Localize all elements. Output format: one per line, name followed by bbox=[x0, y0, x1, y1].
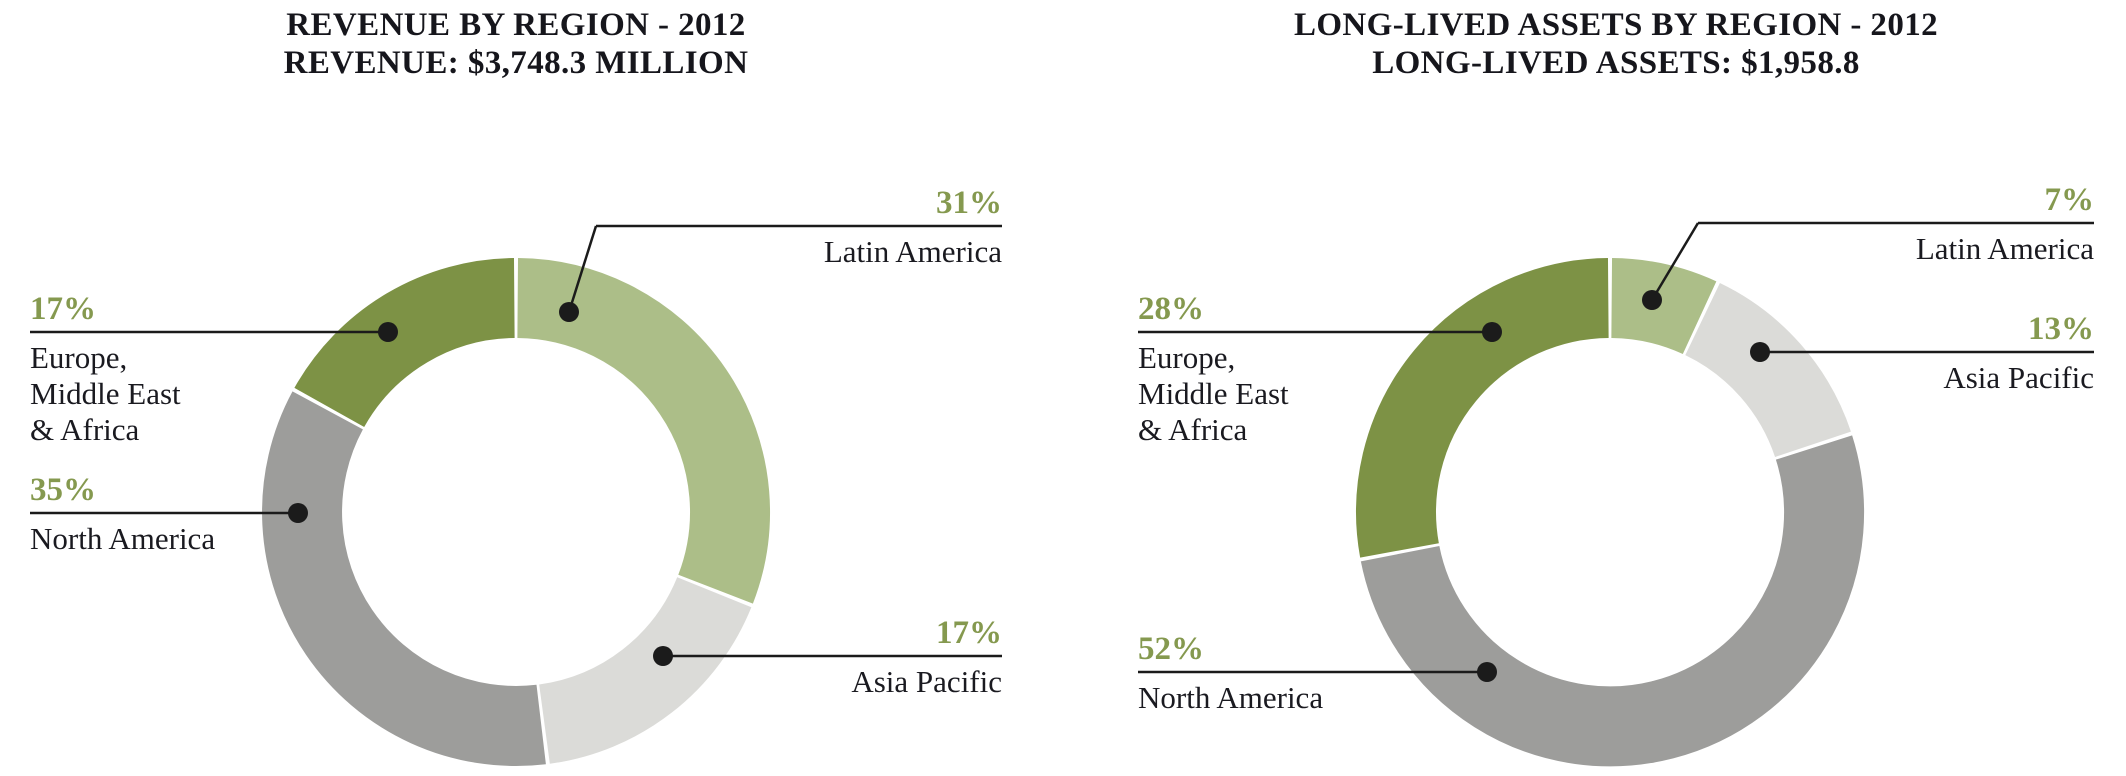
percent-label-asia-pacific: 17% bbox=[936, 615, 1002, 651]
leader-dot-europe-middle-east-africa bbox=[1482, 322, 1502, 342]
leader-dot-asia-pacific bbox=[653, 646, 673, 666]
percent-label-north-america: 35% bbox=[30, 472, 96, 508]
region-label-asia-pacific: Asia Pacific bbox=[1734, 360, 2094, 396]
donut-segment-europe-middle-east-africa bbox=[294, 258, 516, 428]
region-label-line: Latin America bbox=[1915, 231, 2094, 266]
left-chart-title: REVENUE BY REGION - 2012 bbox=[286, 7, 746, 43]
donut-segment-north-america bbox=[1360, 435, 1864, 767]
leader-dot-latin-america bbox=[1642, 290, 1662, 310]
leader-dot-europe-middle-east-africa bbox=[378, 322, 398, 342]
region-label-line: & Africa bbox=[1138, 412, 1248, 447]
region-label-line: North America bbox=[30, 521, 216, 556]
region-label-latin-america: Latin America bbox=[1734, 231, 2094, 267]
leader-dot-latin-america bbox=[559, 302, 579, 322]
left-chart-subtitle: REVENUE: $3,748.3 MILLION bbox=[283, 45, 749, 81]
region-label-asia-pacific: Asia Pacific bbox=[642, 664, 1002, 700]
leader-dot-north-america bbox=[288, 503, 308, 523]
region-label-line: & Africa bbox=[30, 412, 140, 447]
donut-segment-asia-pacific bbox=[1684, 283, 1851, 458]
leader-elbow-latin-america bbox=[1650, 222, 1700, 301]
percent-label-north-america: 52% bbox=[1138, 631, 1204, 667]
region-label-line: Middle East bbox=[30, 376, 181, 411]
percent-label-europe-middle-east-africa: 28% bbox=[1138, 291, 1204, 327]
right-chart-title: LONG-LIVED ASSETS BY REGION - 2012 bbox=[1293, 7, 1939, 43]
region-label-line: Asia Pacific bbox=[1943, 360, 2094, 395]
leader-elbow-latin-america bbox=[567, 225, 598, 313]
region-label-europe-middle-east-africa: Europe, Middle East & Africa bbox=[1138, 340, 1498, 448]
percent-label-asia-pacific: 13% bbox=[2028, 311, 2094, 347]
region-label-north-america: North America bbox=[1138, 680, 1498, 716]
region-label-line: Asia Pacific bbox=[851, 664, 1002, 699]
donut-segment-latin-america bbox=[516, 258, 770, 604]
region-label-line: Europe, bbox=[1138, 340, 1236, 375]
right-chart-subtitle: LONG-LIVED ASSETS: $1,958.8 bbox=[1372, 45, 1860, 81]
region-label-latin-america: Latin America bbox=[642, 234, 1002, 270]
region-label-line: Europe, bbox=[30, 340, 128, 375]
region-label-line: Latin America bbox=[823, 234, 1002, 269]
leader-dot-north-america bbox=[1477, 662, 1497, 682]
percent-label-latin-america: 7% bbox=[2044, 182, 2095, 218]
region-label-europe-middle-east-africa: Europe, Middle East & Africa bbox=[30, 340, 390, 448]
region-label-north-america: North America bbox=[30, 521, 390, 557]
region-label-line: North America bbox=[1138, 680, 1324, 715]
donut-segment-asia-pacific bbox=[538, 576, 752, 764]
percent-label-europe-middle-east-africa: 17% bbox=[30, 291, 96, 327]
region-label-line: Middle East bbox=[1138, 376, 1289, 411]
donut-segment-europe-middle-east-africa bbox=[1356, 258, 1610, 558]
donut-segment-north-america bbox=[262, 391, 546, 766]
leader-dot-asia-pacific bbox=[1750, 342, 1770, 362]
percent-label-latin-america: 31% bbox=[936, 185, 1002, 221]
